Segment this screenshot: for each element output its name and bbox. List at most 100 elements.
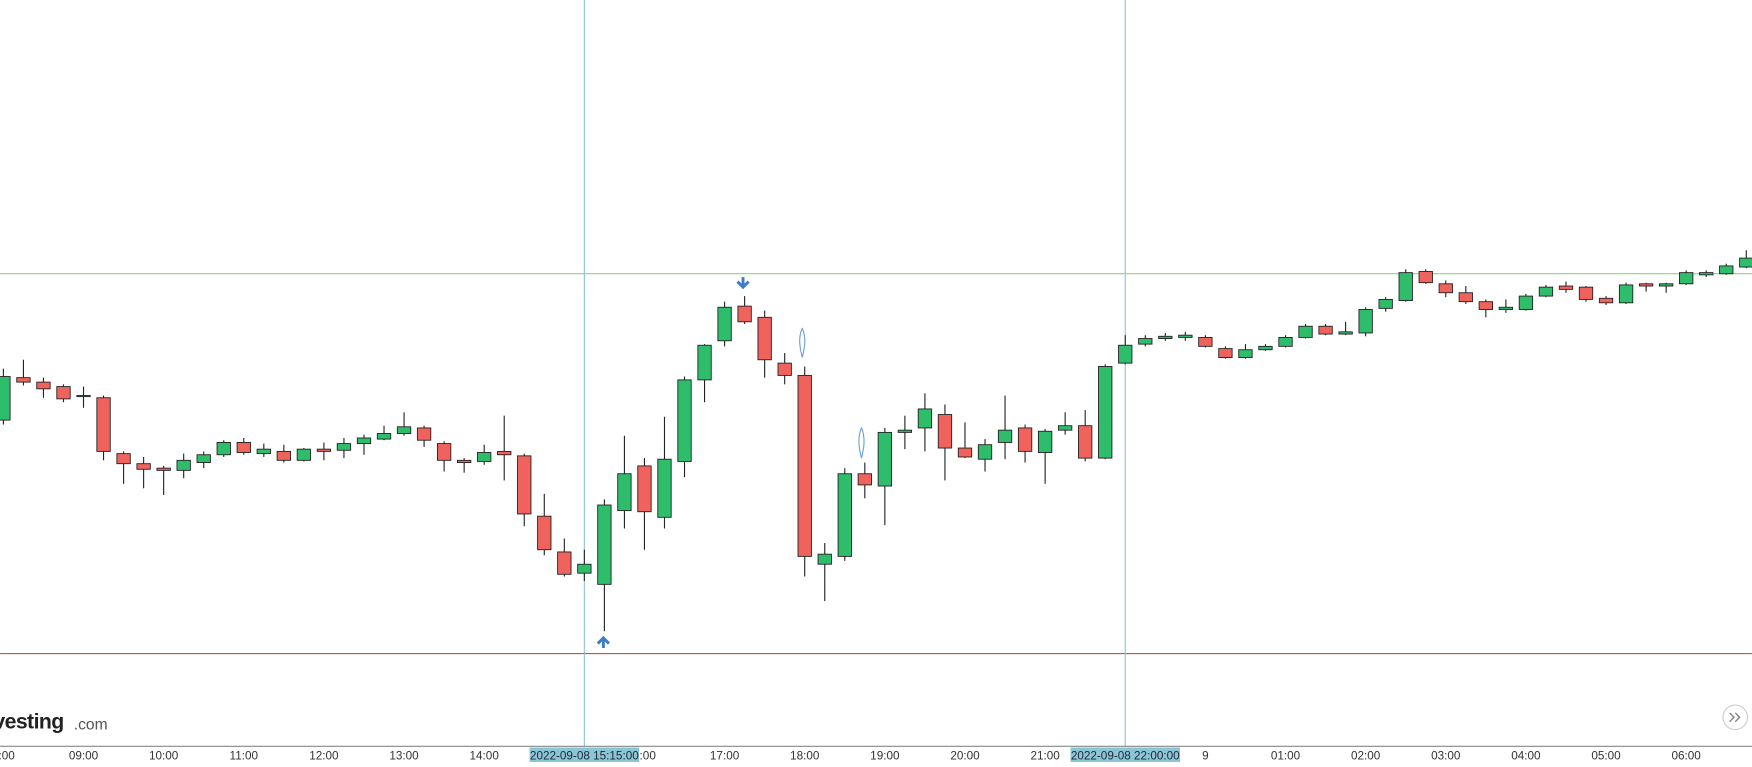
candle-body (416, 427, 432, 441)
candle-body (497, 450, 512, 456)
candle-body (1658, 283, 1674, 287)
x-tick-label: 03:00 (1431, 750, 1461, 762)
candle-body (196, 454, 211, 464)
candle-body (1638, 283, 1654, 287)
candle-body (937, 414, 953, 449)
candle-body (557, 551, 572, 575)
candle-body (1438, 283, 1453, 294)
candle-body (717, 306, 732, 342)
candle-body (677, 379, 692, 462)
candle-body (1679, 272, 1694, 285)
candle-body (957, 447, 973, 458)
scroll-right-button[interactable] (1722, 704, 1749, 731)
candle-body (1498, 306, 1514, 310)
candle-body (376, 433, 392, 440)
x-tick-label: 20:00 (950, 750, 980, 762)
candle-body (737, 305, 752, 323)
candle-body (236, 442, 251, 453)
candle-body (1598, 297, 1614, 304)
crosshair-label: 2022-09-08 15:15:00 (530, 750, 639, 762)
x-tick-label: 09:00 (69, 750, 99, 762)
x-tick-label: 04:00 (1511, 750, 1541, 762)
x-tick-label: 05:00 (1591, 750, 1621, 762)
candle-body (336, 443, 352, 451)
button-circle (1722, 704, 1749, 731)
candle-body (797, 374, 812, 557)
candle-body (356, 437, 372, 445)
candle-body (877, 431, 892, 487)
candle-body (1198, 336, 1213, 347)
candle-body (0, 376, 11, 421)
candle-body (1178, 334, 1193, 338)
candle-body (1258, 345, 1273, 351)
candle-body (1037, 430, 1053, 453)
candle-body (1578, 286, 1594, 300)
candle-body (457, 459, 472, 464)
x-tick-label: 02:00 (1351, 750, 1381, 762)
candle-body (436, 443, 452, 461)
candle-body (1618, 284, 1634, 304)
candle-body (1057, 425, 1073, 431)
event-icon (799, 327, 806, 358)
candle-body (176, 459, 191, 471)
candle-body (697, 344, 712, 381)
candle-body (1699, 272, 1714, 276)
candle-body (517, 455, 532, 515)
candle-body (216, 442, 231, 456)
x-tick-label: 18:00 (790, 750, 820, 762)
candle-body (1398, 272, 1413, 302)
candle-body (136, 463, 151, 470)
x-tick-label: 11:00 (230, 750, 259, 762)
candle-body (1518, 295, 1534, 310)
x-tick-label: 12:00 (309, 750, 339, 762)
candle-body (857, 473, 872, 486)
candle-body (637, 465, 652, 513)
candle-body (316, 448, 332, 452)
candle-body (817, 553, 832, 565)
candle-body (917, 408, 933, 429)
down-arrow-icon (736, 277, 750, 290)
x-tick-label: 06:00 (1672, 750, 1702, 762)
candle-body (897, 429, 913, 433)
candle-body (977, 444, 993, 460)
candle-body (76, 395, 91, 398)
x-tick-label: 13:00 (389, 750, 419, 762)
candle-body (396, 426, 412, 434)
candle-body (1478, 301, 1493, 310)
candle-body (116, 453, 131, 465)
x-tick-label: 21:00 (1030, 750, 1060, 762)
candle-body (1318, 325, 1333, 335)
candle-body (1218, 348, 1233, 358)
x-tick-label: 19:00 (870, 750, 900, 762)
candle-body (1719, 265, 1734, 275)
candle-body (96, 397, 111, 452)
logo-name: vesting (0, 711, 64, 734)
candle-body (597, 504, 612, 585)
candle-body (56, 386, 71, 400)
candle-body (777, 362, 792, 376)
candle-body (477, 452, 492, 462)
candle-body (1098, 366, 1113, 459)
crosshair-label-bg (1070, 747, 1180, 764)
candle-body (757, 316, 772, 361)
candle-body (1017, 427, 1033, 452)
crosshair-label: 2022-09-08 22:00:00 (1071, 750, 1180, 762)
candle-body (1278, 336, 1293, 347)
candle-body (1138, 338, 1153, 345)
candle-body (1118, 344, 1133, 364)
candle-body (997, 429, 1013, 443)
candle-body (617, 473, 632, 512)
candle-body (1158, 335, 1173, 339)
candle-body (296, 448, 312, 461)
candle-body (1298, 325, 1313, 338)
x-tick-label: 01:00 (1271, 750, 1301, 762)
candle-body (1418, 271, 1433, 284)
candle-body (36, 381, 51, 390)
candle-body (1378, 298, 1393, 309)
logo-suffix: .com (74, 716, 108, 733)
x-tick-label: 10:00 (149, 750, 179, 762)
x-tick-label: 14:00 (470, 750, 500, 762)
button-icon (1729, 712, 1741, 723)
